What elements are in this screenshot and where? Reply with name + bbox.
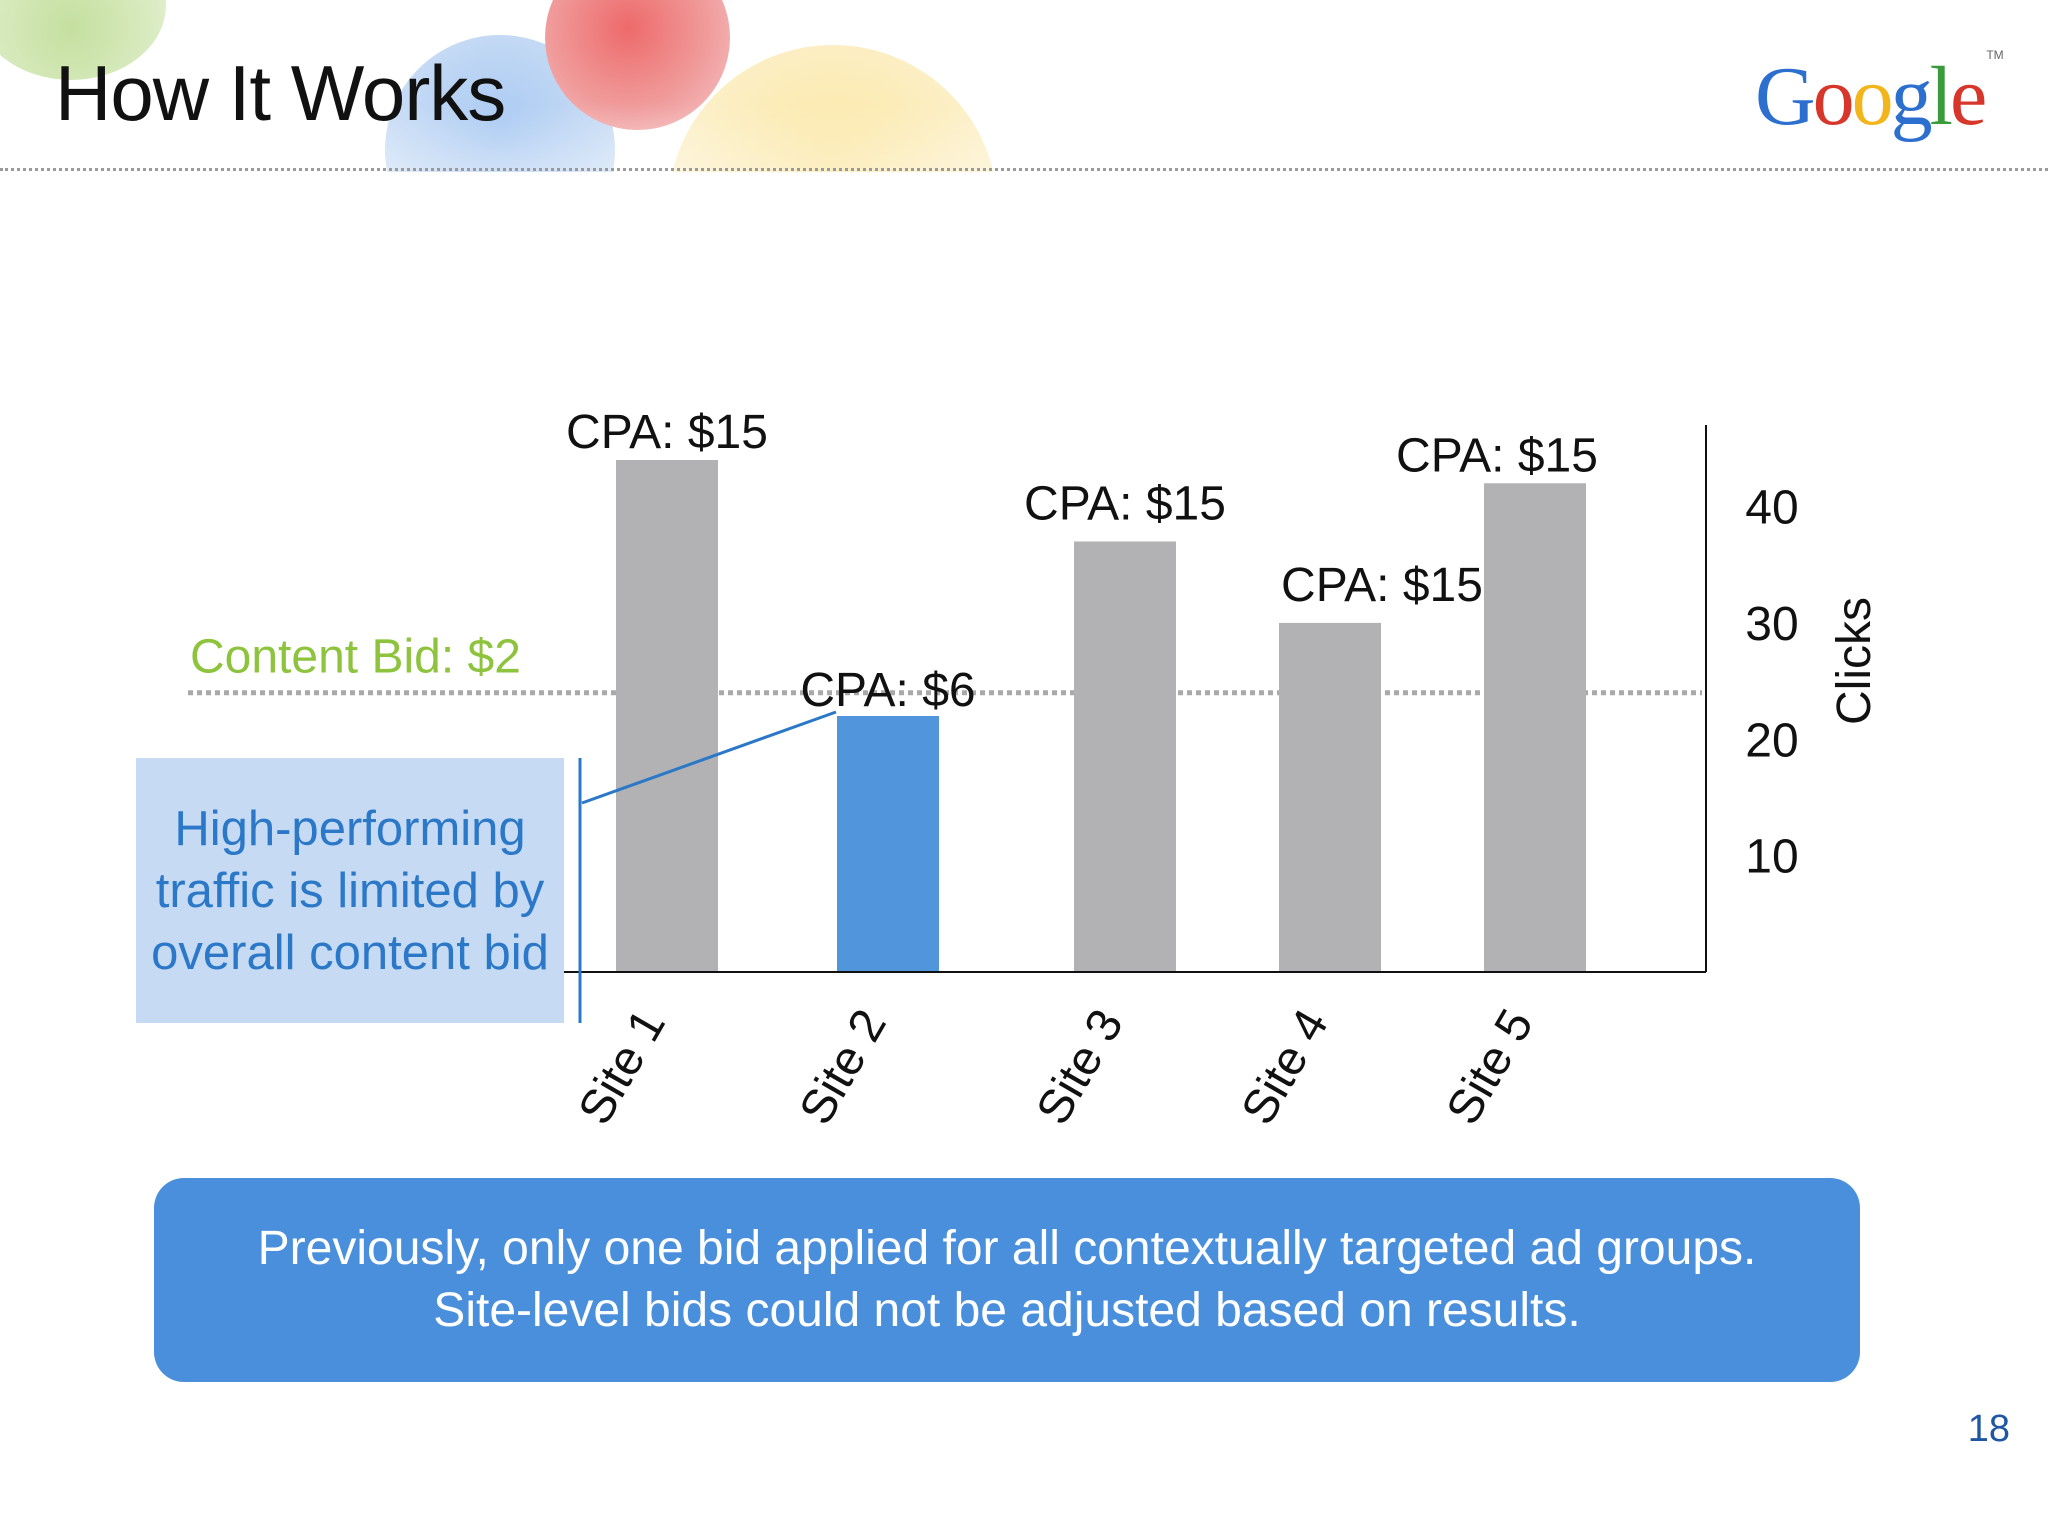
callout-line-2: Site-level bids could not be adjusted ba… — [433, 1284, 1581, 1337]
slide-header — [0, 0, 2048, 172]
annotation-text: High-performing traffic is limited by ov… — [151, 801, 549, 980]
y-axis-title: Clicks — [1828, 597, 1881, 725]
x-tick-label-5: Site 5 — [1437, 1001, 1544, 1134]
bar-label-4: CPA: $15 — [1281, 559, 1483, 612]
callout-line-1: Previously, only one bid applied for all… — [257, 1222, 1757, 1275]
bar-label-5: CPA: $15 — [1396, 429, 1598, 482]
annotation-connector — [581, 710, 837, 805]
x-tick-label-2: Site 2 — [790, 1001, 897, 1134]
bar-label-3: CPA: $15 — [1024, 477, 1226, 530]
bar-5 — [1484, 483, 1586, 972]
bar-label-1: CPA: $15 — [566, 406, 768, 459]
slide-title: How It Works — [55, 49, 506, 137]
y-tick-label: 30 — [1745, 598, 1798, 651]
axes-group — [528, 425, 1707, 973]
logo-letter: G — [1755, 50, 1816, 143]
page-number: 18 — [1967, 1408, 2010, 1450]
bars-group — [616, 460, 1586, 972]
header-divider — [0, 168, 2048, 171]
logo-letter: g — [1890, 50, 1933, 143]
bar-4 — [1279, 622, 1381, 972]
logo-letter: l — [1929, 50, 1953, 143]
reference-line-label: Content Bid: $2 — [190, 631, 521, 684]
y-tick-label: 40 — [1745, 482, 1798, 535]
x-tick-label-4: Site 4 — [1232, 1001, 1339, 1134]
logo-letter: o — [1851, 50, 1894, 143]
logo-letter: e — [1950, 50, 1987, 143]
bar-3 — [1074, 541, 1176, 972]
google-logo: Google TM — [1755, 48, 2004, 148]
logo-trademark: TM — [1986, 48, 2004, 62]
bar-1 — [616, 460, 718, 972]
annotation-box: High-performing traffic is limited by ov… — [136, 758, 564, 1023]
y-tick-label: 10 — [1745, 831, 1798, 884]
bar-2 — [837, 716, 939, 972]
y-tick-label: 20 — [1745, 714, 1798, 767]
bar-label-2: CPA: $6 — [800, 664, 975, 717]
callout-box: Previously, only one bid applied for all… — [154, 1178, 1860, 1382]
x-tick-label-1: Site 1 — [569, 1001, 676, 1134]
logo-letter: o — [1812, 50, 1855, 143]
x-tick-label-3: Site 3 — [1027, 1001, 1134, 1134]
